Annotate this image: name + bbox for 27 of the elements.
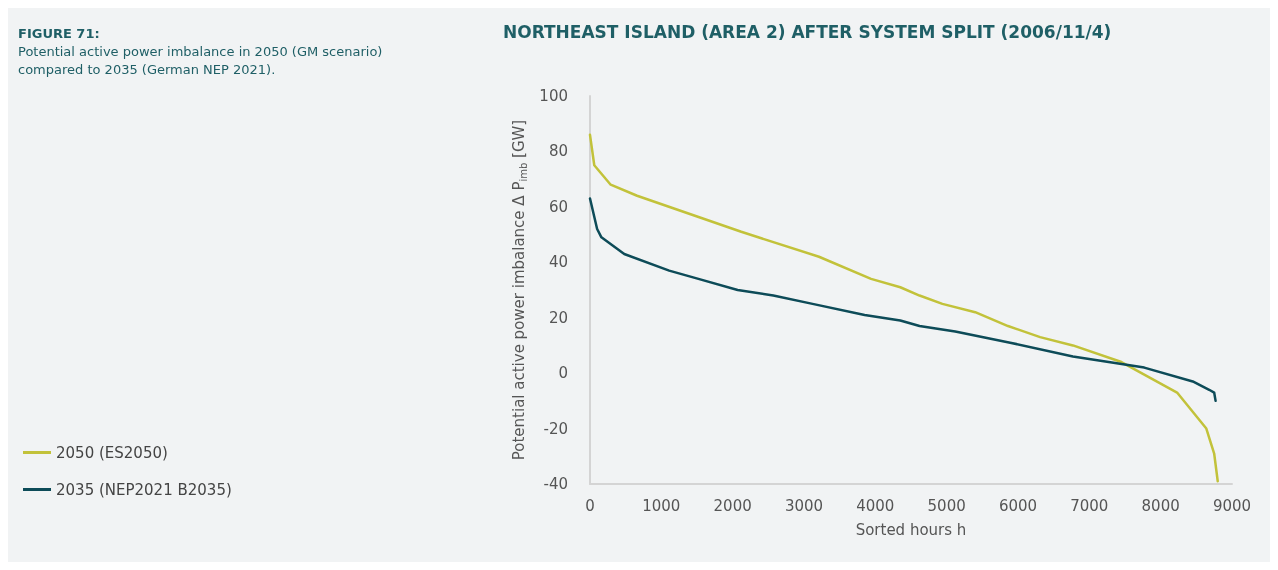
line-series: [588, 197, 1217, 403]
x-tick-label: 8000: [1141, 496, 1180, 515]
y-tick-label: 60: [548, 197, 568, 216]
caption: FIGURE 71:: [18, 25, 100, 41]
x-tick-label: 9000: [1212, 496, 1252, 515]
x-axis-title: Sorted hours h: [855, 520, 967, 539]
x-tick-label: 5000: [927, 496, 966, 515]
y-axis-title: Potential active power imbalance Δ Pimb [GW]: [510, 119, 529, 461]
x-tick-label: 6000: [998, 496, 1038, 515]
y-tick-label: 0: [558, 364, 568, 383]
x-tick-label: 3000: [784, 496, 824, 515]
y-tick-label: 40: [548, 253, 568, 272]
x-tick-label: 1000: [642, 496, 681, 515]
y-tick-label: -20: [543, 419, 568, 438]
y-tick-label: -40: [543, 475, 568, 493]
chart-title: NORTHEAST ISLAND (AREA 2) AFTER SYSTEM SPLIT (2006/11/4): [503, 21, 1112, 42]
x-tick-label: 0: [585, 496, 595, 515]
y-tick-label: 80: [548, 142, 568, 161]
legend-label: 2035 (NEP2021 B2035): [56, 480, 232, 499]
y-tick-label: 100: [539, 87, 568, 105]
x-tick-label: 7000: [1070, 496, 1109, 515]
x-tick-label: 4000: [856, 496, 895, 515]
x-tick-label: 2000: [713, 496, 752, 515]
legend-label: 2050 (ES2050): [56, 443, 168, 462]
text: Potential active power imbalance in 2050 (GM scenario) compared to 2035 (German NEP 2021).: [18, 43, 387, 77]
y-tick-label: 20: [548, 308, 568, 327]
line-series: [588, 133, 1219, 483]
